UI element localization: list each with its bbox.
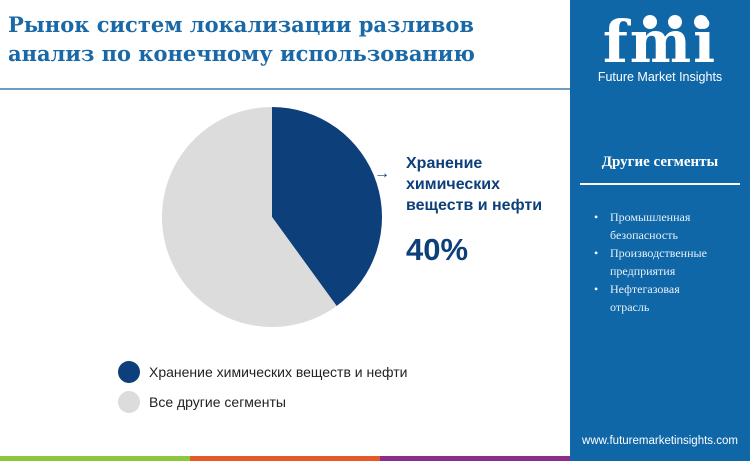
legend-swatch xyxy=(118,391,140,413)
legend-label: Все другие сегменты xyxy=(149,394,286,410)
title-divider xyxy=(0,88,570,90)
callout-label: → Хранение химических веществ и нефти xyxy=(374,155,543,214)
fmi-logo: fmi xyxy=(603,10,715,70)
segment-list: Промышленная безопасность Производственн… xyxy=(594,208,724,316)
legend-swatch xyxy=(118,361,140,383)
legend-item: Все другие сегменты xyxy=(118,387,407,417)
brand-name: Future Market Insights xyxy=(597,70,723,84)
website-link[interactable]: www.futuremarketinsights.com xyxy=(582,435,738,447)
legend-item: Хранение химических веществ и нефти xyxy=(118,357,407,387)
footer-bar-orange xyxy=(190,456,380,461)
callout-percent: 40% xyxy=(406,232,469,267)
segment-item: Нефтегазовая отрасль xyxy=(594,280,704,316)
page-title: Рынок систем локализации разливов анализ … xyxy=(8,12,475,66)
footer-bar-purple xyxy=(380,456,570,461)
panel-divider xyxy=(580,183,740,185)
segment-item: Производственные предприятия xyxy=(594,244,724,280)
pie-slice xyxy=(272,107,382,306)
pie-chart xyxy=(161,107,382,327)
arrow-right-icon: → xyxy=(374,165,390,182)
side-panel: fmi Future Market Insights Другие сегмен… xyxy=(570,0,750,461)
legend: Хранение химических веществ и нефти Все … xyxy=(118,357,407,417)
legend-label: Хранение химических веществ и нефти xyxy=(149,364,408,380)
segment-item: Промышленная безопасность xyxy=(594,208,704,244)
panel-title: Другие сегменты xyxy=(601,154,719,170)
footer-bar-green xyxy=(0,456,190,461)
pie-slice xyxy=(161,107,337,327)
